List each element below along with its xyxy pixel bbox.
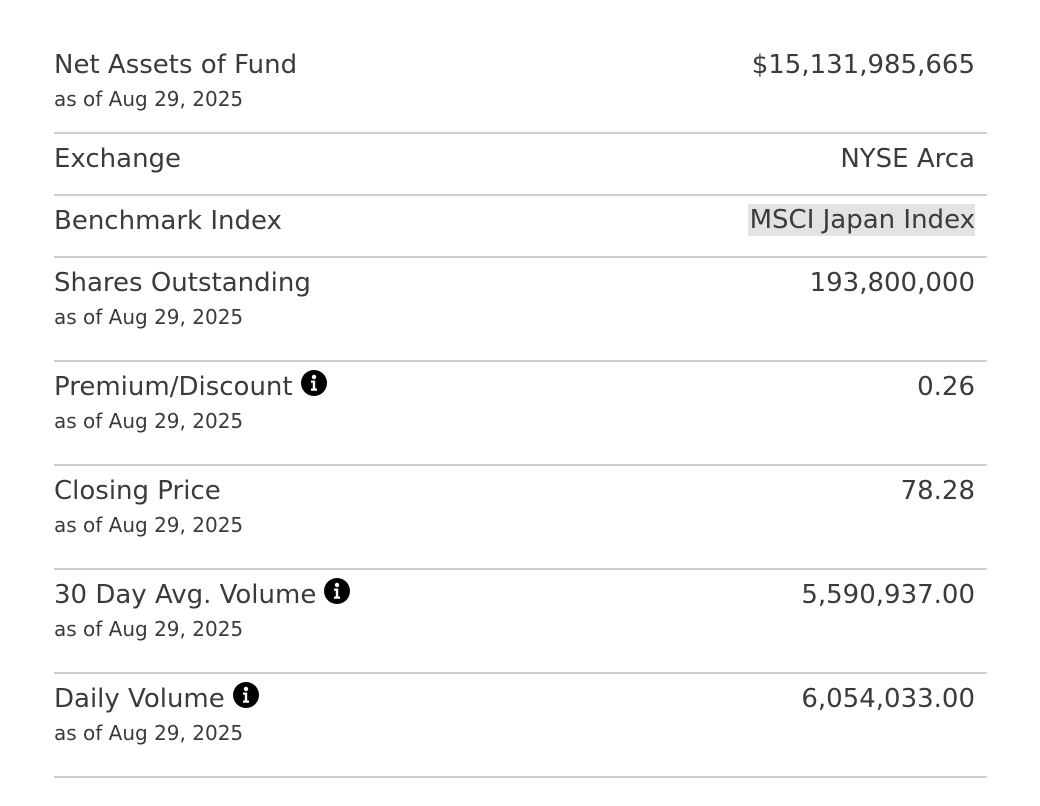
as-of-date: as of Aug 29, 2025 (54, 305, 244, 329)
row-benchmark-index: Benchmark Index MSCI Japan Index (54, 196, 987, 258)
benchmark-index-link[interactable]: MSCI Japan Index (747, 204, 975, 236)
row-label: Net Assets of Fund (54, 50, 298, 80)
row-value: 193,800,000 (809, 268, 975, 298)
row-value: NYSE Arca (840, 144, 975, 174)
row-value: 6,054,033.00 (801, 684, 975, 714)
row-value: 5,590,937.00 (801, 580, 975, 610)
as-of-date: as of Aug 29, 2025 (54, 513, 244, 537)
row-label: Exchange (54, 144, 182, 174)
info-icon[interactable] (324, 578, 351, 604)
as-of-date: as of Aug 29, 2025 (54, 409, 244, 433)
row-value: 0.26 (917, 372, 975, 402)
row-exchange: Exchange NYSE Arca (54, 134, 987, 196)
info-icon[interactable] (300, 370, 327, 396)
as-of-date: as of Aug 29, 2025 (54, 721, 244, 745)
row-label: Premium/Discount (54, 370, 327, 400)
row-label: Benchmark Index (54, 206, 282, 236)
row-premium-discount: Premium/Discount as of Aug 29, 2025 0.26 (54, 362, 987, 466)
row-value: 78.28 (900, 476, 975, 506)
row-label: Closing Price (54, 476, 221, 506)
row-30-day-avg-volume: 30 Day Avg. Volume as of Aug 29, 2025 5,… (54, 570, 987, 674)
row-closing-price: Closing Price as of Aug 29, 2025 78.28 (54, 466, 987, 570)
row-label: Shares Outstanding (54, 268, 311, 298)
as-of-date: as of Aug 29, 2025 (54, 87, 244, 111)
row-label: Daily Volume (54, 682, 259, 712)
fund-key-facts-table: Net Assets of Fund as of Aug 29, 2025 $1… (54, 40, 987, 778)
row-label: 30 Day Avg. Volume (54, 578, 351, 608)
row-value: $15,131,985,665 (751, 50, 975, 80)
as-of-date: as of Aug 29, 2025 (54, 617, 244, 641)
row-daily-volume: Daily Volume as of Aug 29, 2025 6,054,03… (54, 674, 987, 778)
row-net-assets: Net Assets of Fund as of Aug 29, 2025 $1… (54, 40, 987, 134)
row-shares-outstanding: Shares Outstanding as of Aug 29, 2025 19… (54, 258, 987, 362)
info-icon[interactable] (232, 682, 259, 708)
